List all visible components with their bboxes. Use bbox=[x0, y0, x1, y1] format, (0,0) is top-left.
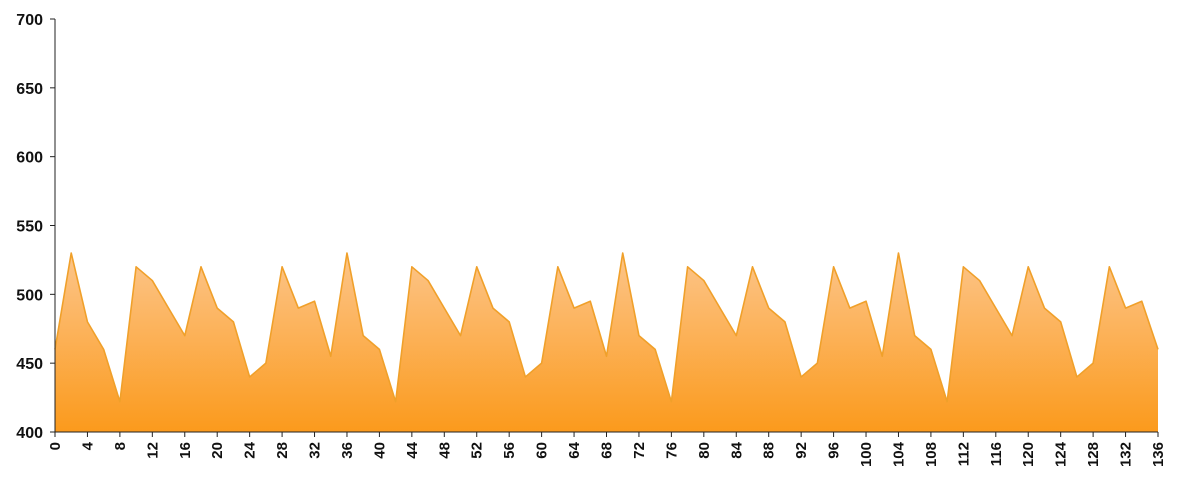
x-axis: 0 4 8 12 16 20 24 28 32 36 40 44 48 52 56 60 64 68 72 76 80 8… bbox=[47, 431, 1167, 467]
x-tick-label: 24 bbox=[242, 441, 259, 458]
x-tick-label: 8 bbox=[112, 442, 129, 450]
x-tick-label: 80 bbox=[696, 442, 713, 459]
x-tick-label: 52 bbox=[469, 442, 486, 459]
x-tick-label: 4 bbox=[79, 441, 96, 450]
x-tick-label: 40 bbox=[371, 442, 388, 459]
x-tick-label: 84 bbox=[728, 441, 745, 458]
y-axis: 400 450 500 550 600 650 700 bbox=[16, 12, 56, 442]
x-tick-label: 116 bbox=[988, 442, 1005, 466]
x-tick-label: 88 bbox=[761, 442, 778, 459]
x-tick-label: 112 bbox=[955, 442, 972, 466]
y-tick-label: 550 bbox=[16, 219, 43, 236]
x-tick-label: 128 bbox=[1085, 442, 1102, 467]
x-tick-label: 132 bbox=[1118, 442, 1135, 467]
y-tick-label: 500 bbox=[16, 287, 43, 304]
y-tick-label: 600 bbox=[16, 150, 43, 167]
x-tick-label: 100 bbox=[858, 442, 875, 467]
x-tick-label: 60 bbox=[534, 442, 551, 459]
x-tick-label: 12 bbox=[144, 442, 161, 459]
y-tick-label: 400 bbox=[16, 425, 43, 442]
x-tick-label: 32 bbox=[307, 442, 324, 459]
x-tick-label: 68 bbox=[599, 442, 616, 459]
x-tick-label: 104 bbox=[890, 441, 907, 467]
area-fill-series-0 bbox=[55, 253, 1158, 432]
x-tick-label: 76 bbox=[663, 442, 680, 459]
y-tick-label: 700 bbox=[16, 12, 43, 29]
x-tick-label: 92 bbox=[793, 442, 810, 459]
x-tick-label: 64 bbox=[566, 441, 583, 458]
x-tick-label: 36 bbox=[339, 442, 356, 459]
x-tick-label: 136 bbox=[1150, 442, 1167, 467]
x-tick-label: 20 bbox=[209, 442, 226, 459]
x-tick-label: 72 bbox=[631, 442, 648, 459]
x-tick-label: 124 bbox=[1053, 441, 1070, 467]
series-line-0 bbox=[54, 252, 1159, 403]
x-tick-label: 56 bbox=[501, 442, 518, 459]
x-tick-label: 48 bbox=[436, 442, 453, 459]
x-tick-label: 96 bbox=[826, 442, 843, 459]
x-tick-label: 28 bbox=[274, 442, 291, 459]
x-tick-label: 16 bbox=[177, 442, 194, 459]
y-tick-label: 650 bbox=[16, 81, 43, 98]
x-tick-label: 120 bbox=[1020, 442, 1037, 467]
plot-area bbox=[54, 252, 1159, 432]
y-tick-label: 450 bbox=[16, 356, 43, 373]
x-tick-label: 44 bbox=[404, 441, 421, 458]
x-tick-label: 108 bbox=[923, 442, 940, 467]
x-tick-label: 0 bbox=[47, 442, 64, 450]
